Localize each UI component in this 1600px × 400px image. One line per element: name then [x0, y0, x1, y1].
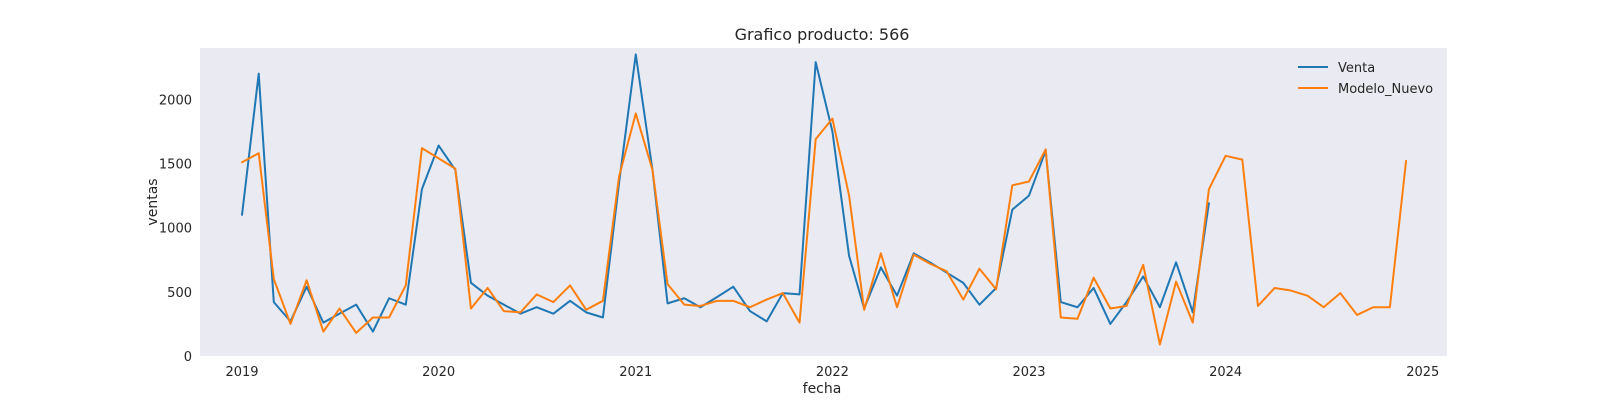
legend: Venta Modelo_Nuevo: [1298, 61, 1433, 97]
plot-background: [200, 48, 1447, 356]
y-tick-label: 1000: [159, 222, 192, 237]
y-tick-label: 500: [167, 286, 192, 301]
x-tick-label: 2023: [1012, 365, 1045, 380]
x-tick-label: 2021: [619, 365, 652, 380]
x-tick-label: 2019: [225, 365, 258, 380]
x-axis-label: fecha: [803, 381, 842, 397]
y-tick-label: 1500: [159, 158, 192, 173]
y-tick-label: 2000: [159, 93, 192, 108]
x-tick-label: 2024: [1209, 365, 1242, 380]
legend-label-modelo-nuevo: Modelo_Nuevo: [1338, 82, 1433, 97]
y-tick-label: 0: [184, 350, 192, 365]
x-tick-label: 2020: [422, 365, 455, 380]
y-axis-ticks: 0 500 1000 1500 2000: [159, 93, 192, 365]
x-tick-label: 2025: [1406, 365, 1439, 380]
series-line-modelo-nuevo: [241, 112, 1408, 346]
legend-label-venta: Venta: [1338, 61, 1375, 76]
series-lines: [241, 53, 1408, 346]
y-axis-label: ventas: [145, 178, 161, 225]
chart-title: Grafico producto: 566: [735, 25, 910, 44]
x-axis-ticks: 2019 2020 2021 2022 2023 2024 2025: [225, 365, 1439, 380]
x-tick-label: 2022: [816, 365, 849, 380]
